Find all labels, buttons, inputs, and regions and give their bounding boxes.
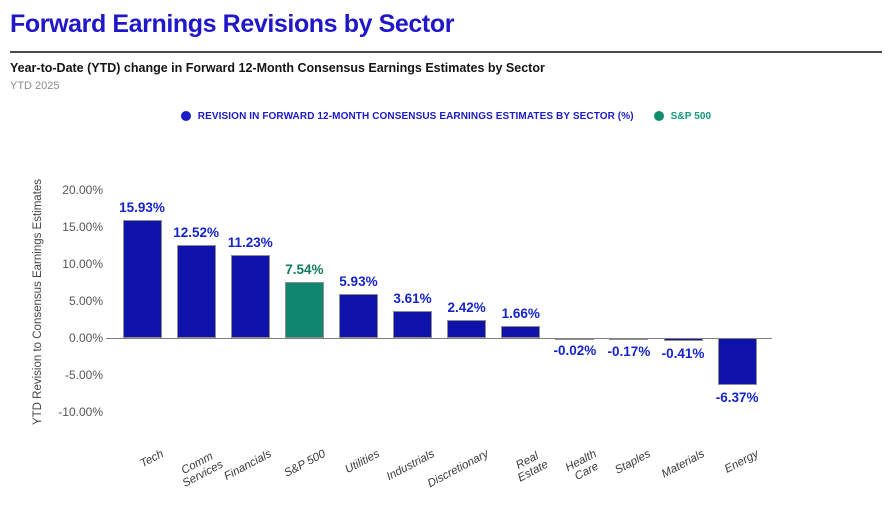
legend-item-sp500: S&P 500 — [653, 110, 712, 122]
bar-value-label: -0.17% — [607, 344, 651, 360]
legend-marker-circle-icon — [653, 111, 664, 121]
legend: REVISION IN FORWARD 12-MONTH CONSENSUS E… — [0, 108, 892, 124]
bar-value-label: 12.52% — [173, 225, 220, 241]
x-tick-label: Energy — [722, 448, 761, 476]
bar-value-label: 2.42% — [447, 300, 486, 316]
x-tick-label: Financials — [222, 448, 274, 483]
bar-energy — [717, 338, 757, 386]
bar-value-label: 1.66% — [501, 305, 540, 321]
y-tick-label: 20.00% — [62, 183, 103, 197]
bar-industrials — [393, 311, 433, 338]
bar-value-label: -0.41% — [661, 346, 705, 362]
legend-item-label: REVISION IN FORWARD 12-MONTH CONSENSUS E… — [197, 110, 634, 122]
bar-value-label: 3.61% — [393, 291, 432, 307]
bar-value-label: 5.93% — [339, 274, 378, 290]
bar-financials — [230, 254, 270, 338]
legend-item-revisions: REVISION IN FORWARD 12-MONTH CONSENSUS E… — [180, 110, 634, 122]
period-label: YTD 2025 — [10, 80, 60, 92]
y-tick-label: 10.00% — [62, 257, 103, 271]
x-tick-label: Health Care — [563, 448, 601, 484]
legend-item-label: S&P 500 — [670, 110, 712, 122]
y-tick-label: -5.00% — [64, 368, 103, 382]
x-tick-label: Tech — [138, 448, 166, 471]
x-tick-label: Comm Services — [179, 450, 226, 491]
bar-value-label: -6.37% — [715, 390, 759, 406]
x-tick-label: Materials — [659, 448, 707, 481]
y-tick-label: 15.00% — [62, 220, 103, 234]
x-tick-label: Real Estate — [513, 450, 551, 485]
x-tick-label: S&P 500 — [282, 448, 328, 480]
bar-utilities — [338, 294, 378, 338]
bar-real-estate — [501, 325, 541, 338]
chart-subtitle: Year-to-Date (YTD) change in Forward 12-… — [10, 61, 545, 75]
zero-axis-line — [106, 337, 772, 339]
x-tick-label: Discretionary — [425, 448, 491, 491]
bar-value-label: 11.23% — [227, 234, 273, 250]
x-tick-label: Utilities — [343, 448, 383, 476]
y-tick-label: -10.00% — [58, 405, 103, 419]
y-tick-label: 5.00% — [68, 294, 103, 308]
bar-value-label: 7.54% — [285, 262, 324, 278]
bar-tech — [122, 220, 162, 338]
bar-comm-services — [176, 245, 216, 338]
bar-chart: YTD Revision to Consensus Earnings Estim… — [0, 130, 892, 512]
legend-marker-circle-icon — [180, 111, 191, 121]
title-divider — [10, 51, 882, 53]
y-tick-label: 0.00% — [68, 331, 103, 345]
bar-value-label: -0.02% — [553, 343, 597, 359]
page-title: Forward Earnings Revisions by Sector — [10, 10, 455, 38]
x-tick-label: Staples — [613, 448, 653, 477]
bar-value-label: 15.93% — [119, 200, 165, 216]
bar-discretionary — [447, 320, 487, 338]
bar-s-p-500 — [284, 282, 324, 338]
